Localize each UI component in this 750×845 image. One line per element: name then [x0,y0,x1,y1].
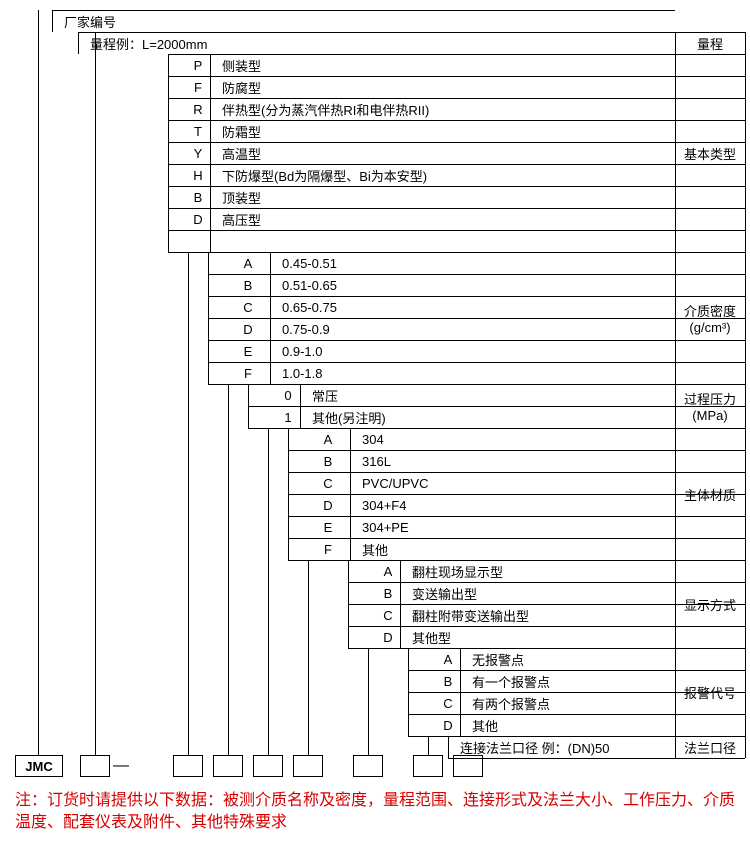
code-cell: R [178,98,218,120]
code-cell: B [228,274,268,296]
desc-cell: 0.65-0.75 [278,296,341,318]
desc-cell: 防霜型 [218,120,265,142]
desc-cell: 无报警点 [468,648,528,670]
code-cell: A [368,560,408,582]
code-cell: C [228,296,268,318]
selector-box [413,755,443,777]
code-cell: B [178,186,218,208]
group-label: 报警代号 [675,648,745,736]
manufacturer-label: 厂家编号 [60,10,120,32]
desc-cell: 0.51-0.65 [278,274,341,296]
code-cell: D [178,208,218,230]
desc-cell: 高温型 [218,142,265,164]
code-cell: E [308,516,348,538]
code-cell: D [368,626,408,648]
range-label: 量程 [675,32,745,54]
code-cell: 0 [268,384,308,406]
code-cell: D [308,494,348,516]
code-cell: F [308,538,348,560]
desc-cell: 其他 [358,538,392,560]
code-cell: B [428,670,468,692]
desc-cell: 常压 [308,384,342,406]
flange-label: 法兰口径 [675,736,745,758]
selector-box [213,755,243,777]
selector-box [353,755,383,777]
range-example: 量程例：L=2000mm [86,32,211,54]
desc-cell: 0.75-0.9 [278,318,334,340]
dash: — [112,755,130,777]
desc-cell: 侧装型 [218,54,265,76]
selector-box [453,755,483,777]
code-cell: B [308,450,348,472]
order-note: 注：订货时请提供以下数据：被测介质名称及密度，量程范围、连接形式及法兰大小、工作… [15,790,735,834]
code-cell: F [178,76,218,98]
code-cell: C [308,472,348,494]
selector-box [253,755,283,777]
desc-cell: 变送输出型 [408,582,481,604]
group-label: 过程压力 (MPa) [675,384,745,428]
group-label: 显示方式 [675,560,745,648]
desc-cell: PVC/UPVC [358,472,432,494]
code-cell [178,230,218,252]
selector-box [293,755,323,777]
jmc-box: JMC [15,755,63,777]
desc-cell: 304+F4 [358,494,410,516]
desc-cell: 伴热型(分为蒸汽伴热RI和电伴热RII) [218,98,433,120]
desc-cell: 翻柱附带变送输出型 [408,604,533,626]
group-label: 主体材质 [675,428,745,560]
desc-cell: 0.45-0.51 [278,252,341,274]
desc-cell: 下防爆型(Bd为隔爆型、Bi为本安型) [218,164,431,186]
code-cell: T [178,120,218,142]
group-label: 基本类型 [675,54,745,252]
desc-cell: 防腐型 [218,76,265,98]
code-cell: F [228,362,268,384]
desc-cell: 顶装型 [218,186,265,208]
desc-cell: 高压型 [218,208,265,230]
code-cell: D [428,714,468,736]
code-cell: A [308,428,348,450]
code-cell: 1 [268,406,308,428]
code-cell: B [368,582,408,604]
code-cell: A [428,648,468,670]
code-cell: P [178,54,218,76]
selector-box [80,755,110,777]
code-cell: C [368,604,408,626]
desc-cell: 其他型 [408,626,455,648]
selector-box [173,755,203,777]
desc-cell: 翻柱现场显示型 [408,560,507,582]
desc-cell: 有一个报警点 [468,670,554,692]
desc-cell: 其他 [468,714,502,736]
desc-cell: 304 [358,428,388,450]
code-cell: H [178,164,218,186]
code-cell: D [228,318,268,340]
code-cell: C [428,692,468,714]
desc-cell: 有两个报警点 [468,692,554,714]
desc-cell: 0.9-1.0 [278,340,326,362]
desc-cell: 其他(另注明) [308,406,390,428]
group-label: 介质密度 (g/cm³) [675,252,745,384]
desc-cell: 1.0-1.8 [278,362,326,384]
code-cell: A [228,252,268,274]
code-cell: E [228,340,268,362]
code-cell: Y [178,142,218,164]
desc-cell: 316L [358,450,395,472]
desc-cell: 304+PE [358,516,413,538]
desc-cell [218,230,226,252]
